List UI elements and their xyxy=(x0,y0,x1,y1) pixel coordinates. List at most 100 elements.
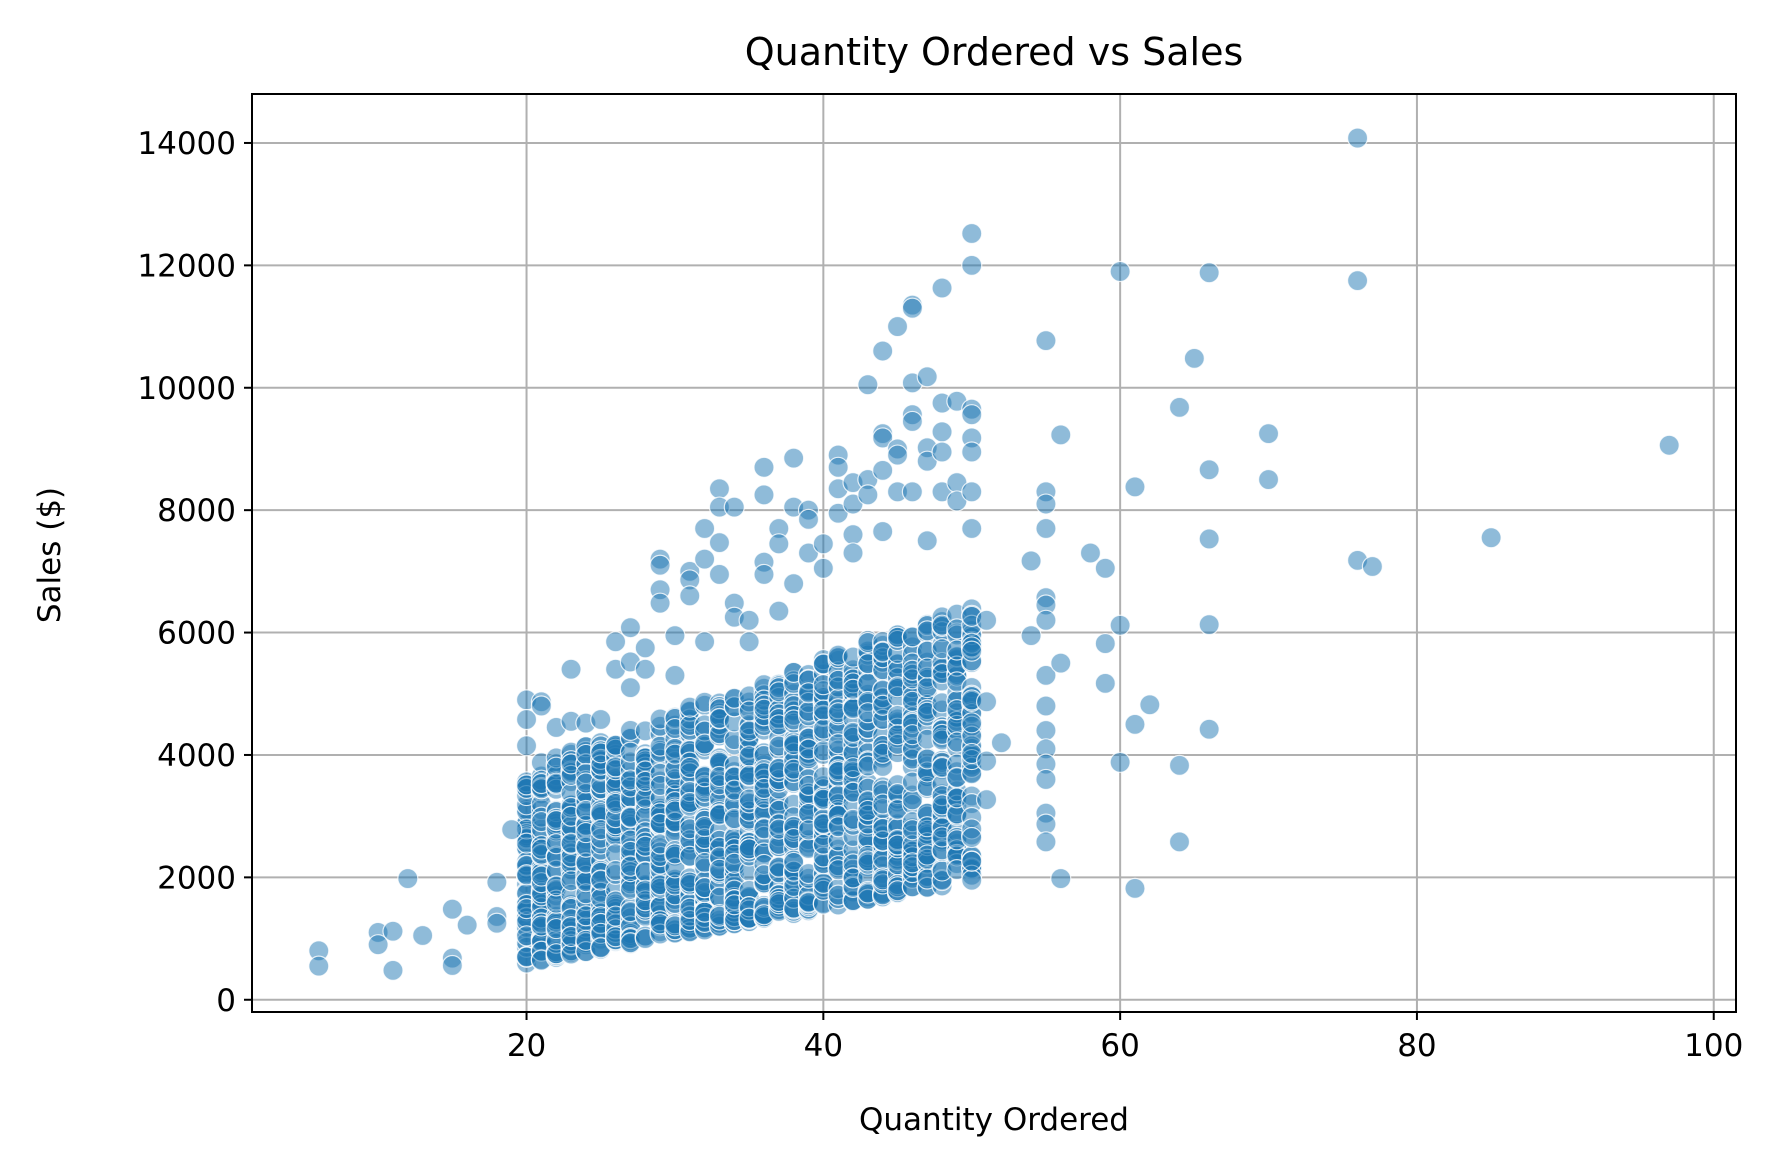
scatter-point xyxy=(1168,831,1191,853)
scatter-point xyxy=(738,631,760,653)
y-tick-label: 4000 xyxy=(157,738,236,774)
x-tick-label: 40 xyxy=(804,1028,843,1064)
scatter-point xyxy=(1124,877,1146,899)
scatter-point xyxy=(1168,396,1191,418)
scatter-point xyxy=(1109,751,1131,773)
scatter-point xyxy=(1168,754,1191,776)
scatter-point xyxy=(1035,664,1057,687)
scatter-point xyxy=(590,708,612,731)
scatter-point xyxy=(382,959,404,981)
scatter-point xyxy=(1050,867,1072,890)
scatter-point xyxy=(649,554,671,576)
scatter-point xyxy=(872,459,894,481)
scatter-point xyxy=(1658,434,1680,456)
scatter-point xyxy=(753,484,775,506)
scatter-point xyxy=(753,563,775,586)
scatter-point xyxy=(1361,555,1384,578)
scatter-point xyxy=(1035,831,1057,853)
scatter-point xyxy=(931,441,953,463)
scatter-point xyxy=(916,366,938,388)
y-tick-label: 8000 xyxy=(157,493,236,529)
scatter-point xyxy=(1198,459,1220,481)
scatter-point xyxy=(664,625,686,647)
scatter-point xyxy=(1050,652,1072,674)
scatter-point xyxy=(694,631,716,653)
scatter-point xyxy=(1198,262,1220,284)
scatter-point xyxy=(679,585,701,607)
scatter-point xyxy=(1198,528,1220,550)
y-tick-label: 12000 xyxy=(137,248,236,284)
scatter-point-cluster xyxy=(961,869,983,891)
scatter-point xyxy=(649,592,671,614)
y-tick-label: 2000 xyxy=(157,860,236,896)
scatter-point xyxy=(1035,609,1057,631)
scatter-point xyxy=(1346,127,1369,149)
plot-frame xyxy=(251,93,1737,1013)
scatter-point xyxy=(664,664,686,687)
scatter-point xyxy=(783,447,805,469)
scatter-point xyxy=(886,315,909,338)
scatter-point xyxy=(619,617,642,639)
scatter-point xyxy=(975,789,998,811)
scatter-point-cluster xyxy=(783,851,805,874)
scatter-point-cluster xyxy=(961,850,983,872)
scatter-point xyxy=(1035,813,1057,835)
scatter-point xyxy=(931,277,953,299)
scatter-point xyxy=(901,410,923,433)
scatter-point xyxy=(1346,270,1369,292)
scatter-point xyxy=(901,297,923,319)
scatter-point xyxy=(886,444,909,466)
chart-title: Quantity Ordered vs Sales xyxy=(745,30,1244,74)
y-tick-label: 14000 xyxy=(137,126,236,162)
y-tick-label: 6000 xyxy=(157,616,236,652)
scatter-point xyxy=(857,484,879,506)
scatter-point xyxy=(842,542,864,564)
y-tick-label: 10000 xyxy=(137,371,236,407)
scatter-point xyxy=(753,456,775,478)
scatter-point xyxy=(1035,768,1057,791)
grid-lines xyxy=(252,94,1736,1012)
scatter-point xyxy=(812,557,834,579)
scatter-point xyxy=(501,819,523,841)
scatter-point xyxy=(397,867,419,890)
scatter-point xyxy=(412,924,434,947)
y-tick-label: 0 xyxy=(216,983,236,1019)
scatter-point xyxy=(1079,542,1102,564)
scatter-point xyxy=(812,533,834,555)
scatter-point xyxy=(708,531,731,554)
scatter-point xyxy=(308,955,330,977)
scatter-point xyxy=(1198,718,1220,740)
scatter-point xyxy=(456,914,478,936)
scatter-point xyxy=(1198,614,1220,636)
scatter-point xyxy=(441,898,463,920)
scatter-point xyxy=(1480,527,1502,549)
scatter-point xyxy=(872,427,894,449)
scatter-point xyxy=(486,871,508,893)
scatter-point xyxy=(1139,694,1161,716)
axis-ticks: 20 40 60 80 100 0 2000 4000 6000 8000 10000 12000 14… xyxy=(137,126,1743,1064)
scatter-point xyxy=(1094,672,1116,694)
scatter-point xyxy=(797,508,820,530)
scatter-point xyxy=(975,750,998,772)
x-axis-label: Quantity Ordered xyxy=(859,1102,1129,1138)
x-tick-label: 80 xyxy=(1397,1028,1436,1064)
scatter-point-cluster xyxy=(961,712,983,734)
scatter-point xyxy=(1094,632,1116,655)
x-tick-label: 100 xyxy=(1684,1028,1743,1064)
scatter-point xyxy=(604,631,627,653)
scatter-point xyxy=(872,340,894,362)
scatter-point xyxy=(1050,424,1072,446)
scatter-point xyxy=(738,609,760,631)
scatter-point xyxy=(634,658,656,680)
scatter-point xyxy=(872,520,894,543)
scatter-point xyxy=(916,530,938,552)
scatter-point xyxy=(515,708,538,731)
scatter-point-cluster xyxy=(961,826,983,849)
scatter-point xyxy=(1124,476,1146,498)
data-points xyxy=(308,127,1680,981)
scatter-point xyxy=(1109,614,1131,636)
scatter-point xyxy=(961,404,983,426)
x-tick-label: 60 xyxy=(1100,1028,1139,1064)
